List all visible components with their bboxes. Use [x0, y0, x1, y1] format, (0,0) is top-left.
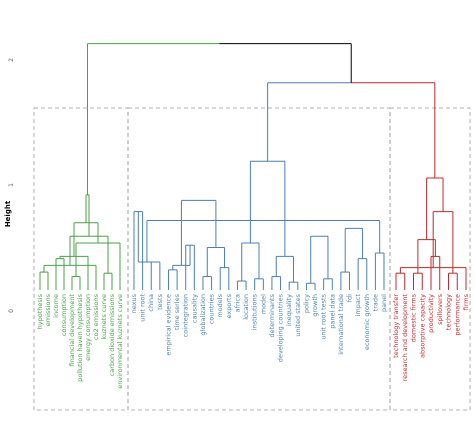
- leaf-label: consumption: [60, 294, 68, 336]
- leaf-label: panel data: [328, 294, 336, 329]
- leaf-label: energy consumption: [84, 294, 92, 361]
- leaf-label: research and development: [401, 294, 409, 382]
- leaf-label: causality: [190, 294, 198, 323]
- leaf-label: institutions: [251, 293, 259, 330]
- leaf-label: africa: [233, 294, 241, 312]
- leaf-label: emissions: [44, 293, 52, 326]
- leaf-label: trade: [371, 294, 379, 311]
- dendrogram-tree: [39, 43, 467, 290]
- leaf-label: international trade: [337, 294, 345, 355]
- leaf-label: tests: [156, 293, 164, 309]
- y-axis-title: Height: [4, 200, 12, 227]
- leaf-label: unit root tests: [320, 293, 328, 339]
- leaf-label: empirical evidence: [164, 294, 172, 356]
- leaf-label: fdi: [346, 294, 354, 302]
- leaf-label: economic growth: [363, 294, 371, 350]
- leaf-label: panel: [380, 294, 388, 312]
- leaf-label: nexus: [130, 293, 138, 313]
- y-axis: Height 0 1 2: [4, 58, 15, 313]
- leaf-label: inequality: [285, 294, 293, 326]
- y-tick-label: 1: [8, 183, 15, 187]
- leaf-label: cointegration: [182, 294, 190, 337]
- leaf-label: models: [216, 293, 224, 317]
- leaf-label: policy: [302, 294, 310, 313]
- leaf-label: absorptive capacity: [418, 294, 426, 358]
- leaf-label: china: [147, 294, 155, 312]
- leaf-label: technology: [445, 294, 453, 330]
- leaf-label: performance: [453, 294, 461, 336]
- leaf-label: kuznets curve: [100, 294, 108, 339]
- leaf-label: carbon dioxide emissions: [108, 293, 116, 376]
- leaf-label: exports: [225, 293, 233, 318]
- leaf-label: unit root: [139, 294, 147, 322]
- leaf-label: determinants: [268, 293, 276, 337]
- leaf-label: environmental kuznets curve: [116, 294, 124, 389]
- leaf-label: globalization: [199, 294, 207, 335]
- y-tick-label: 0: [8, 309, 15, 313]
- leaf-label: united states: [294, 293, 302, 336]
- y-tick-label: 2: [8, 58, 15, 62]
- leaf-label: pollution haven hypothesis: [76, 293, 84, 381]
- cluster-3-box: [389, 107, 471, 411]
- leaf-label: model: [259, 294, 267, 314]
- leaf-label: financial development: [68, 294, 76, 367]
- leaf-label: technology transfer: [392, 294, 400, 358]
- leaf-label: productivity: [427, 294, 435, 333]
- leaf-label: impact: [354, 294, 362, 317]
- leaf-label: countries: [208, 293, 216, 324]
- leaf-label: growth: [311, 294, 319, 317]
- leaf-label: developing countries: [277, 293, 285, 362]
- leaf-label: time series: [173, 293, 181, 330]
- leaf-label: hypothesis: [36, 293, 44, 329]
- leaf-labels: hypothesis emissions income consumption fina…: [36, 293, 470, 388]
- leaf-label: spillovers: [436, 293, 444, 324]
- leaf-label: income: [52, 294, 60, 318]
- leaf-label: co2 emissions: [92, 293, 100, 340]
- leaf-label: domestic firms: [410, 293, 418, 342]
- leaf-label: location: [242, 294, 250, 320]
- leaf-label: firms: [462, 293, 470, 310]
